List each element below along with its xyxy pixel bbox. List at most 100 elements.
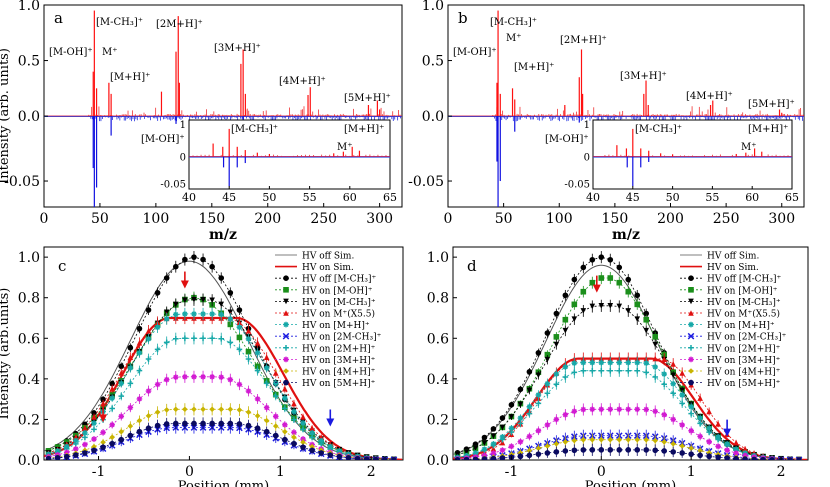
legend-label: HV on [4M+H]⁺ [302,368,376,378]
data-point [227,420,234,427]
data-point [787,457,793,460]
data-point [697,395,703,401]
inset-peak-label: [M-OH]⁺ [141,134,185,145]
data-point [145,413,152,419]
y-tick-label: 0.5 [18,54,40,70]
data-point [679,392,685,398]
data-point [499,455,506,460]
x-tick-label: 200 [254,211,281,227]
data-point [200,296,206,303]
data-point [481,434,488,441]
data-point [589,279,596,286]
legend-label: HV on [M+H]⁺ [707,321,775,331]
data-point [607,303,614,309]
peak-label: [4M+H]⁺ [279,76,326,87]
data-point [571,360,578,366]
data-point [499,439,506,446]
data-point [291,440,297,447]
x-tick-label: 0 [444,211,453,227]
data-point [508,429,515,435]
data-point [73,441,79,447]
inset-x-tick-label: 50 [666,191,680,204]
inset-x-tick-label: 60 [745,191,759,204]
legend-marker [283,287,289,293]
data-point [643,369,650,376]
inset-y-tick-label: -0.05 [564,180,590,191]
legend-marker [282,332,290,340]
data-point [327,452,334,458]
data-point [154,409,161,415]
x-tick-label: 2 [367,464,376,480]
y-tick-label: 0.4 [18,372,40,388]
data-point [200,420,206,427]
data-point [661,381,668,388]
x-tick-label: -1 [92,464,106,480]
data-point [282,436,288,443]
peak-label: [M+H]⁺ [514,62,554,73]
data-point [73,446,79,452]
data-point [191,374,197,380]
data-point [634,292,641,299]
data-point [363,456,370,460]
legend-marker [283,345,289,351]
data-point [670,380,676,387]
data-point [535,392,542,398]
data-point [63,449,70,456]
data-point [118,393,125,399]
data-point [463,449,470,455]
data-point [91,436,97,442]
data-point [535,451,542,457]
legend-label: HV on [M-OH]⁺ [302,286,373,296]
data-point [245,409,252,415]
data-point [598,303,605,309]
x-tick-label: 300 [768,211,795,227]
data-point [544,380,551,387]
peak-label: M⁺ [506,33,522,44]
legend-label: HV on M⁺(X5.5) [707,309,780,320]
data-point [118,428,125,435]
data-point [272,423,279,429]
legend-label: HV on [M-OH]⁺ [707,286,778,296]
data-point [706,408,712,415]
data-point [209,406,215,413]
profile-plot-area [453,251,808,460]
data-point [490,455,497,460]
data-point [661,448,668,454]
data-point [544,390,551,397]
data-point [598,359,605,366]
data-point [526,410,533,417]
data-point [127,432,134,439]
data-point [544,422,551,428]
panel-b: 0 50 100 150 200 250 3001.00.50.0-0.05m/zb[M-O… [408,0,805,243]
data-point [154,289,161,296]
data-point [679,422,685,428]
data-point [245,336,252,342]
data-point [679,370,685,376]
legend-marker [283,275,289,282]
data-point [517,453,524,460]
data-point [607,367,614,374]
annotation-arrow-head [723,428,732,437]
data-point [697,415,703,421]
data-point [553,381,560,388]
y-tick-label: 0.6 [427,331,449,347]
data-point [670,440,676,447]
data-point [607,406,614,413]
data-point [733,439,739,446]
y-tick-label: 1.0 [18,250,40,266]
legend-label: HV on [5M+H]⁺ [302,379,376,389]
legend-label: HV on [M-CH₃]⁺ [707,298,781,308]
data-point [91,410,97,416]
inset-x-tick-label: 60 [343,191,357,204]
data-point [309,430,315,436]
inset-y-tick-label: 0 [180,153,186,164]
data-point [136,339,143,346]
panel-a: 0 50 100 150 200 250 3001.00.50.0-0.05m/zInten… [0,0,403,243]
data-point [526,387,533,394]
inset-y-tick-label: 0 [584,153,590,164]
inset-x-tick-label: 55 [705,191,719,204]
inset-x-tick-label: 45 [222,191,236,204]
peak-label: [5M+H]⁺ [344,93,391,104]
data-point [145,356,152,362]
data-point [63,453,70,460]
